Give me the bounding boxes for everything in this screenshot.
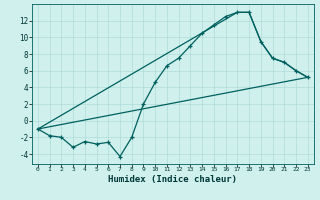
X-axis label: Humidex (Indice chaleur): Humidex (Indice chaleur)	[108, 175, 237, 184]
